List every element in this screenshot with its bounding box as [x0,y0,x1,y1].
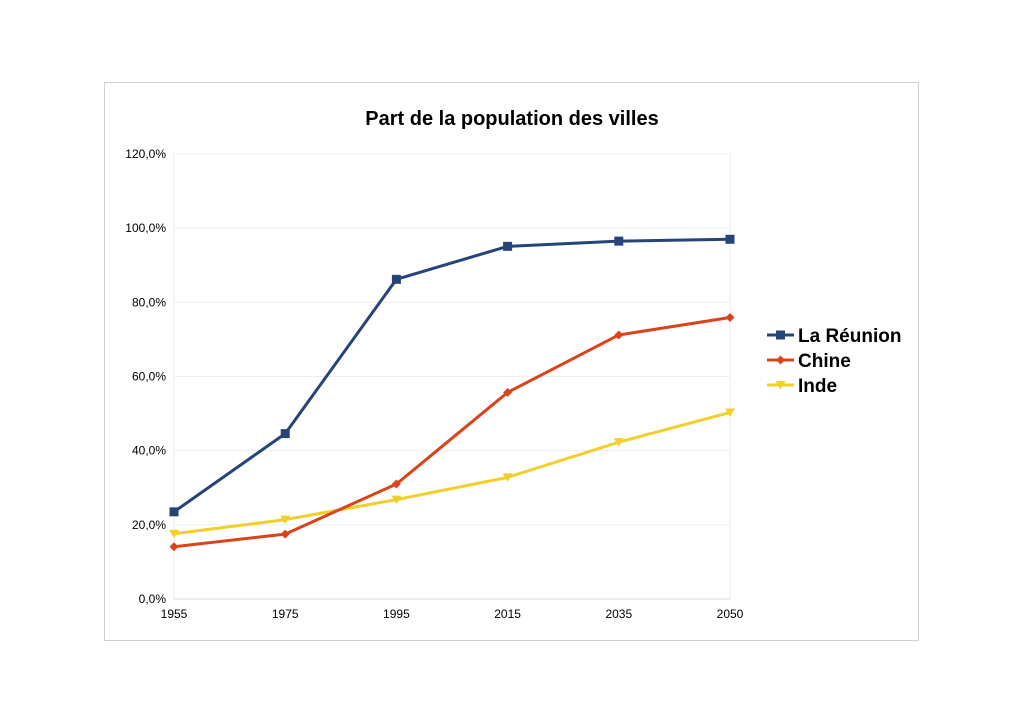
grid-lines [173,153,731,600]
data-point [169,529,179,539]
series-inde [169,408,735,539]
data-point [725,234,735,244]
y-tick-label: 100,0% [125,221,166,235]
legend-marker [775,381,786,390]
series-la-r-union [169,234,735,517]
chart-title: Part de la population des villes [365,108,659,130]
data-point [613,438,624,447]
x-axis-ticks: 1955 1975 1995 2015 2035 2050 [161,607,744,621]
data-point [725,408,735,417]
series-line [173,411,731,536]
data-point [503,387,513,397]
x-tick-label: 2050 [717,607,744,621]
legend-label: Chine [798,351,851,372]
legend-item: Chine [767,351,851,372]
y-tick-label: 0,0% [139,592,167,606]
y-axis-ticks: 0,0% 20,0% 40,0% 60,0% 80,0% 100,0% 120,0% [125,147,166,606]
legend-marker [776,355,785,365]
data-point [725,313,735,323]
data-point [280,529,290,539]
series-line [173,237,731,514]
data-point [280,515,291,525]
data-point [502,473,513,482]
data-point [280,429,290,439]
x-tick-label: 1955 [161,607,188,621]
x-tick-label: 2035 [605,607,632,621]
y-tick-label: 60,0% [132,370,166,384]
data-point [169,507,179,517]
y-tick-label: 20,0% [132,518,166,532]
data-point [169,542,179,552]
y-tick-label: 80,0% [132,295,166,309]
x-tick-label: 2015 [494,607,521,621]
data-point [391,274,401,284]
data-point [614,330,624,340]
data-point [614,236,624,246]
x-tick-label: 1975 [272,607,299,621]
legend-item: La Réunion [767,326,901,347]
legend-marker [776,330,785,340]
data-point [391,479,401,489]
series-group [169,234,735,552]
legend-label: Inde [798,376,837,397]
y-tick-label: 40,0% [132,444,166,458]
legend-label: La Réunion [798,326,901,347]
y-tick-label: 120,0% [125,147,166,161]
data-point [391,495,402,505]
series-chine [169,313,735,552]
legend: La Réunion Chine Inde [767,326,901,397]
x-tick-label: 1995 [383,607,410,621]
legend-item: Inde [767,376,837,397]
data-point [503,241,513,251]
series-line [173,316,731,549]
